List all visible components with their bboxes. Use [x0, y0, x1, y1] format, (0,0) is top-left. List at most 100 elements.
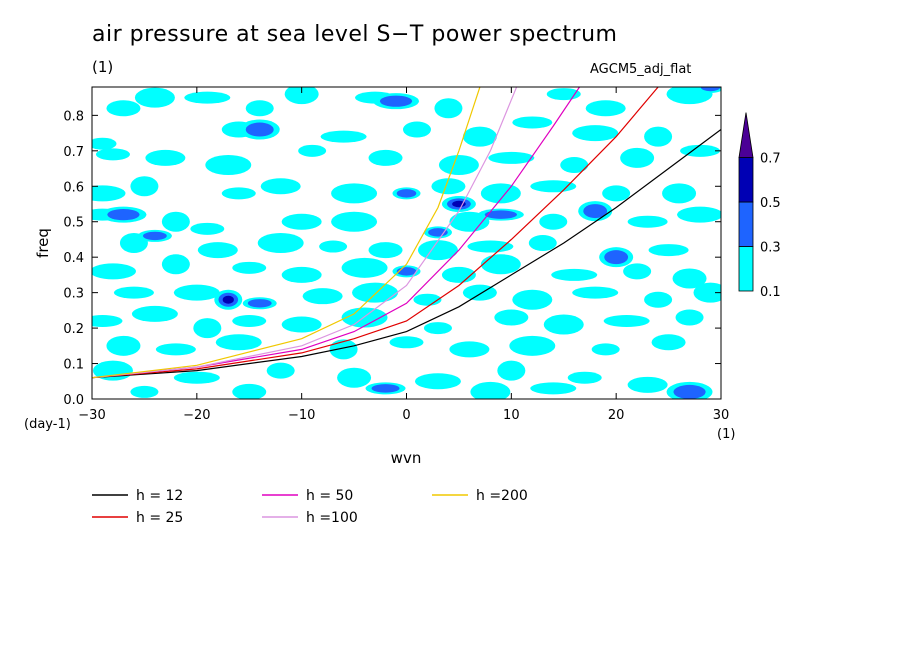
spectrum-blob: [232, 383, 267, 399]
spectrum-blob: [113, 286, 154, 299]
spectrum-blob: [92, 315, 123, 327]
spectrum-blob: [134, 87, 175, 108]
y-tick-label: 0.8: [63, 109, 84, 124]
legend-label: h = 12: [136, 488, 183, 504]
colorbar-label: 0.3: [760, 241, 781, 256]
spectrum-blob: [245, 100, 274, 117]
spectrum-blob: [567, 371, 602, 384]
spectrum-blob: [281, 316, 322, 333]
spectrum-blob: [155, 343, 196, 356]
colorbar-segment: [738, 201, 754, 247]
colorbar-label: 0.1: [760, 285, 781, 300]
spectrum-blob: [92, 185, 126, 202]
spectrum-blob: [488, 151, 535, 164]
spectrum-blob-core: [583, 204, 608, 219]
dispersion-curve-1: [92, 129, 721, 379]
spectrum-blob: [441, 266, 476, 283]
colorbar: 0.1 0.3 0.5 0.7: [738, 112, 781, 300]
spectrum-blob: [423, 322, 452, 335]
spectrum-blob: [467, 240, 514, 253]
x-tick-label: −10: [288, 408, 315, 423]
spectrum-blob: [329, 339, 358, 360]
spectrum-field: [92, 87, 721, 399]
spectrum-blob: [215, 334, 262, 351]
spectrum-blob: [591, 343, 620, 356]
spectrum-blob: [497, 360, 526, 381]
spectrum-blob: [680, 144, 721, 157]
spectrum-blob-core: [604, 250, 629, 265]
spectrum-blob: [449, 341, 490, 358]
spectrum-blob: [92, 137, 117, 150]
spectrum-blob: [602, 185, 631, 202]
spectrum-blob-core: [379, 95, 413, 107]
spectrum-blob: [331, 183, 378, 204]
spectrum-blob: [662, 183, 697, 204]
dispersion-curve-4: [92, 87, 518, 379]
spectrum-blob: [337, 367, 372, 388]
legend-label: h = 50: [306, 488, 353, 504]
spectrum-blob: [672, 268, 707, 289]
legend: h = 12 h = 25 h = 50 h =100 h =200: [92, 488, 528, 526]
spectrum-blob: [197, 242, 238, 259]
dispersion-curve-3: [92, 87, 580, 379]
x-tick-label: 10: [503, 408, 520, 423]
spectrum-blob: [106, 100, 141, 117]
spectrum-blob: [431, 178, 466, 195]
colorbar-segment: [738, 246, 754, 292]
spectrum-blob: [205, 155, 252, 175]
spectrum-blob: [95, 148, 130, 161]
spectrum-blob: [539, 213, 568, 230]
colorbar-segment: [738, 157, 754, 203]
spectrum-blob: [257, 233, 304, 253]
spectrum-blob: [161, 254, 190, 275]
y-tick-label: 0.5: [63, 216, 84, 231]
dispersion-curve-5: [92, 87, 481, 379]
legend-label: h =200: [476, 488, 528, 504]
spectrum-blob: [145, 149, 186, 166]
spectrum-blob-core: [484, 210, 517, 219]
spectrum-blob: [512, 289, 553, 310]
spectrum-blob: [193, 318, 222, 339]
axis-ticks: −30 −20 −10 0 10 20 30 0.0 0.1 0.2 0.3 0.4 0.5 0.6 0.7…: [63, 87, 729, 423]
spectrum-blob: [402, 121, 431, 138]
spectrum-blob: [266, 362, 295, 379]
spectrum-blob: [130, 385, 159, 398]
spectrum-blob: [675, 309, 704, 326]
spectrum-blob: [546, 88, 581, 101]
spectrum-blob: [470, 381, 511, 399]
spectrum-blob: [551, 268, 598, 281]
spectrum-blob: [530, 382, 577, 395]
spectrum-blob: [352, 282, 399, 303]
y-tick-label: 0.6: [63, 180, 84, 195]
x-axis-title: wvn: [391, 449, 422, 467]
spectrum-blob: [173, 284, 220, 301]
spectrum-blob: [543, 314, 584, 335]
spectrum-blob: [480, 183, 521, 204]
spectrum-blob: [281, 266, 322, 283]
legend-label: h = 25: [136, 510, 183, 526]
spectrum-blob-core: [222, 295, 234, 304]
spectrum-blob: [260, 178, 301, 195]
y-tick-label: 0.0: [63, 393, 84, 408]
spectrum-blob: [644, 291, 673, 308]
x-tick-label: −30: [78, 408, 105, 423]
y-tick-label: 0.4: [63, 251, 84, 266]
spectrum-blob-core: [673, 384, 706, 399]
spectrum-blob: [389, 336, 424, 349]
colorbar-label: 0.5: [760, 196, 781, 211]
model-label: AGCM5_adj_flat: [590, 62, 692, 77]
spectrum-blob: [232, 261, 267, 274]
spectrum-blob-core: [245, 122, 274, 137]
y-axis-title: freq: [34, 228, 52, 258]
spectrum-blob: [494, 309, 529, 326]
y-unit-label: (day-1): [24, 417, 71, 432]
spectrum-blob: [585, 100, 626, 117]
spectrum-blob: [528, 235, 557, 251]
spectrum-blob: [184, 91, 231, 104]
spectrum-blob: [173, 371, 220, 384]
spectrum-blob: [161, 211, 190, 232]
dispersion-curves: [92, 87, 721, 379]
chart-subtitle: (1): [92, 58, 114, 76]
spectrum-blob: [92, 263, 136, 280]
